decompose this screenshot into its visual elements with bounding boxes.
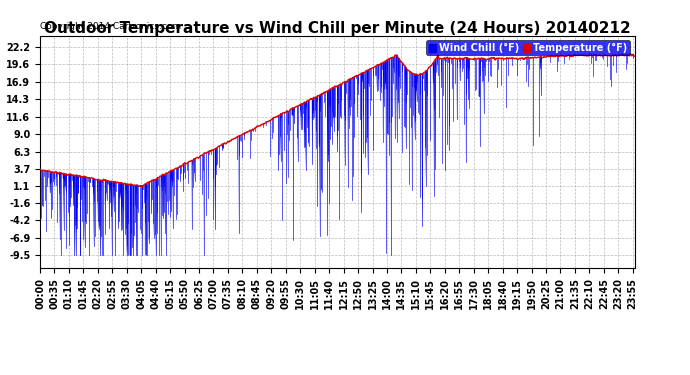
Title: Outdoor Temperature vs Wind Chill per Minute (24 Hours) 20140212: Outdoor Temperature vs Wind Chill per Mi…	[44, 21, 631, 36]
Text: Copyright 2014 Cartronics.com: Copyright 2014 Cartronics.com	[40, 22, 181, 31]
Legend: Wind Chill (°F), Temperature (°F): Wind Chill (°F), Temperature (°F)	[426, 40, 630, 56]
